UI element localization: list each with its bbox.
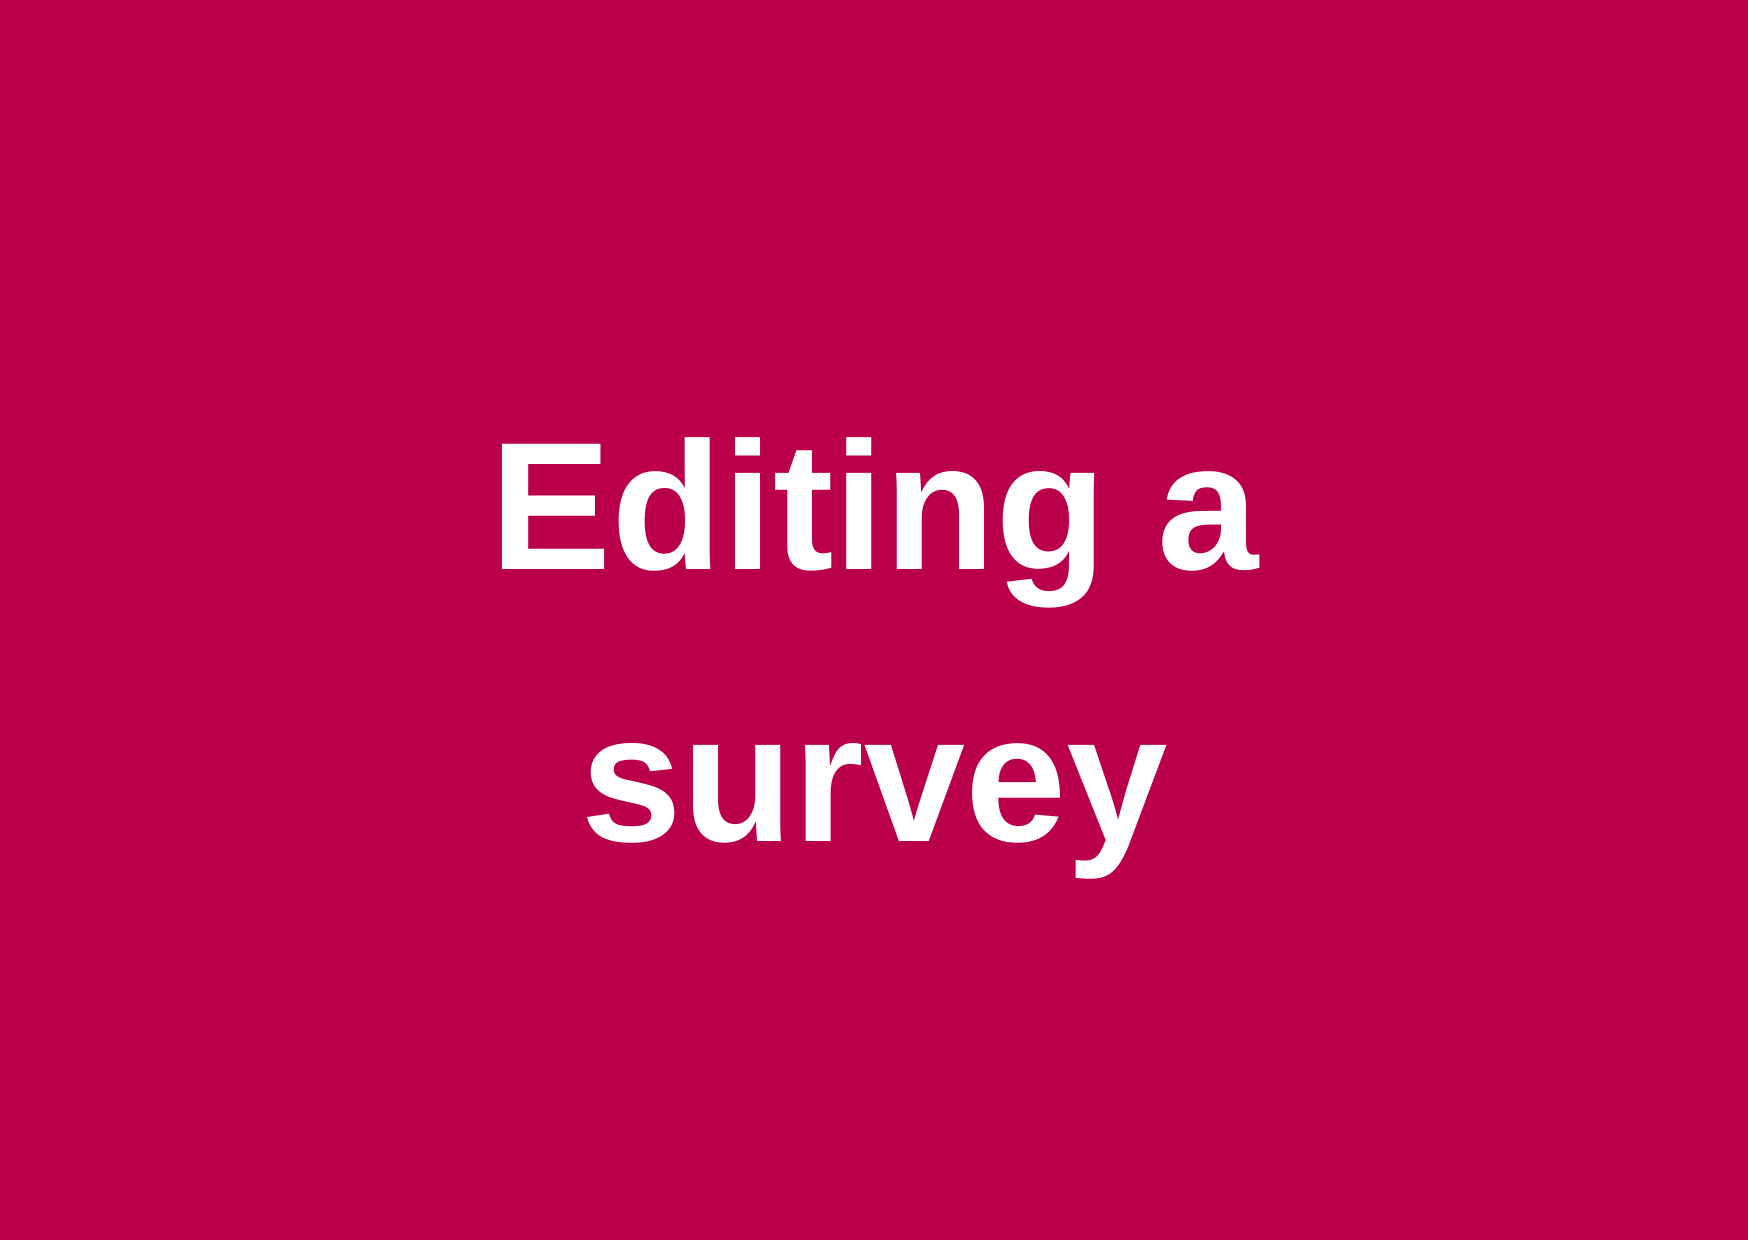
slide-title: Editing a survey: [0, 370, 1748, 914]
title-line-1: Editing a: [489, 404, 1259, 608]
title-line-2: survey: [580, 676, 1168, 880]
